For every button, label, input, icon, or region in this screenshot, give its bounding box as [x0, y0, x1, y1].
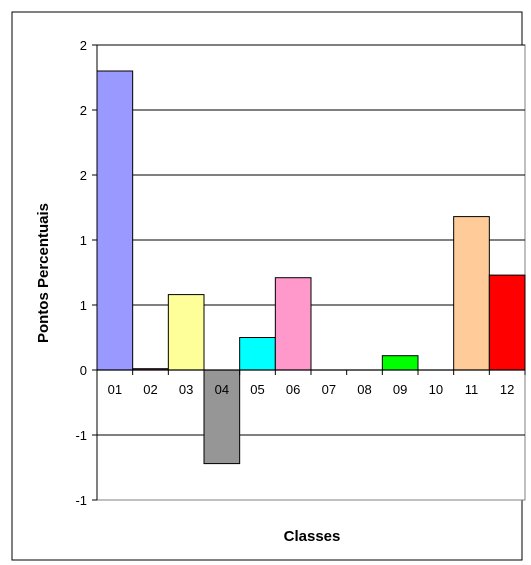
bar-03 [167, 294, 205, 371]
x-tick-label: 09 [393, 382, 407, 397]
bars [96, 70, 526, 465]
y-axis-title: Pontos Percentuais [35, 203, 52, 343]
x-tick-label: 08 [357, 382, 371, 397]
y-tick-label: 2 [80, 103, 87, 118]
x-tick-label: 03 [179, 382, 193, 397]
y-tick-label: 1 [80, 298, 87, 313]
bar-09 [381, 355, 419, 371]
y-tick-label: 2 [80, 38, 87, 53]
axes [92, 44, 526, 501]
x-axis-title: Classes [284, 528, 341, 545]
y-tick-label: -1 [75, 493, 87, 508]
x-tick-label: 05 [250, 382, 264, 397]
y-tick-label: 0 [80, 363, 87, 378]
x-tick-label: 07 [322, 382, 336, 397]
y-tick-label: -1 [75, 428, 87, 443]
y-tick-label: 2 [80, 168, 87, 183]
x-tick-label: 11 [465, 382, 479, 397]
x-tick-label: 04 [215, 382, 229, 397]
bar-11 [453, 216, 490, 371]
x-tick-label: 02 [143, 382, 157, 397]
y-tick-label: 1 [80, 233, 87, 248]
x-tick-label: 01 [108, 382, 122, 397]
bar-05 [239, 337, 276, 371]
x-tick-label: 12 [500, 382, 514, 397]
bar-12 [488, 274, 526, 371]
bar-06 [274, 277, 312, 371]
bar-01 [96, 70, 134, 371]
x-tick-label: 10 [429, 382, 443, 397]
x-tick-label: 06 [286, 382, 300, 397]
